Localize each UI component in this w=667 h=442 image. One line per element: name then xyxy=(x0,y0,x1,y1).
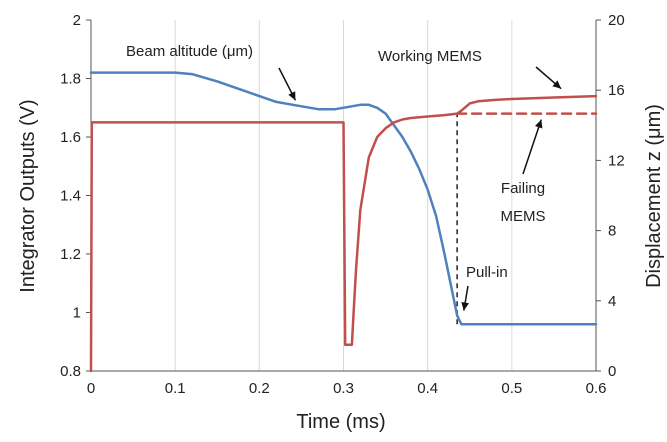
y-right-tick-label: 12 xyxy=(608,152,625,169)
y-right-tick-label: 8 xyxy=(608,223,616,240)
y-right-tick-label: 4 xyxy=(608,293,616,310)
y-axis-right-title: Displacement z (μm) xyxy=(643,104,665,288)
x-tick-label: 0.4 xyxy=(417,380,438,397)
axes: 0 0.1 0.2 0.3 0.4 0.5 0.60.811.21.41.61.820481… xyxy=(60,12,625,397)
annotation-pull-in: Pull-in xyxy=(466,264,508,281)
arrow-failing-mems-head xyxy=(535,119,543,129)
y-left-tick-label: 0.8 xyxy=(60,363,81,380)
y-left-tick-label: 1 xyxy=(73,305,81,322)
annotation-failing-mems-line1: Failing xyxy=(501,180,545,197)
arrow-beam-altitude-head xyxy=(288,91,296,101)
y-left-tick-label: 1.8 xyxy=(60,71,81,88)
series-line-beam-altitude-m xyxy=(89,71,598,326)
annotation-working-mems: Working MEMS xyxy=(378,48,482,65)
arrow-failing-mems xyxy=(522,119,543,175)
y-right-tick-label: 16 xyxy=(608,82,625,99)
y-right-tick-label: 20 xyxy=(608,12,625,29)
x-tick-label: 0 xyxy=(87,380,95,397)
y-right-tick-label: 0 xyxy=(608,363,616,380)
x-tick-label: 0.5 xyxy=(501,380,522,397)
y-left-tick-label: 1.6 xyxy=(60,129,81,146)
x-tick-label: 0.3 xyxy=(333,380,354,397)
arrow-working-mems-head xyxy=(552,80,562,89)
annotation-failing-mems-line2: MEMS xyxy=(501,208,546,225)
x-axis-title: Time (ms) xyxy=(296,411,385,433)
arrow-pull-in-head xyxy=(461,302,469,311)
y-left-tick-label: 1.4 xyxy=(60,188,81,205)
series-line-working-mems xyxy=(89,94,598,373)
annotations: Beam altitude (μm) Working MEMS Failing … xyxy=(126,43,562,311)
y-left-tick-label: 2 xyxy=(73,12,81,29)
x-tick-label: 0.2 xyxy=(249,380,270,397)
y-axis-left-title: Integrator Outputs (V) xyxy=(17,99,39,292)
series-group xyxy=(89,71,598,373)
x-tick-label: 0.1 xyxy=(165,380,186,397)
x-tick-label: 0.6 xyxy=(586,380,607,397)
y-left-tick-label: 1.2 xyxy=(60,246,81,263)
annotation-beam-altitude: Beam altitude (μm) xyxy=(126,43,253,60)
